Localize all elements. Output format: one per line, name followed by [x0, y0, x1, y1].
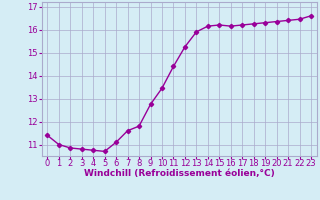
X-axis label: Windchill (Refroidissement éolien,°C): Windchill (Refroidissement éolien,°C) — [84, 169, 275, 178]
